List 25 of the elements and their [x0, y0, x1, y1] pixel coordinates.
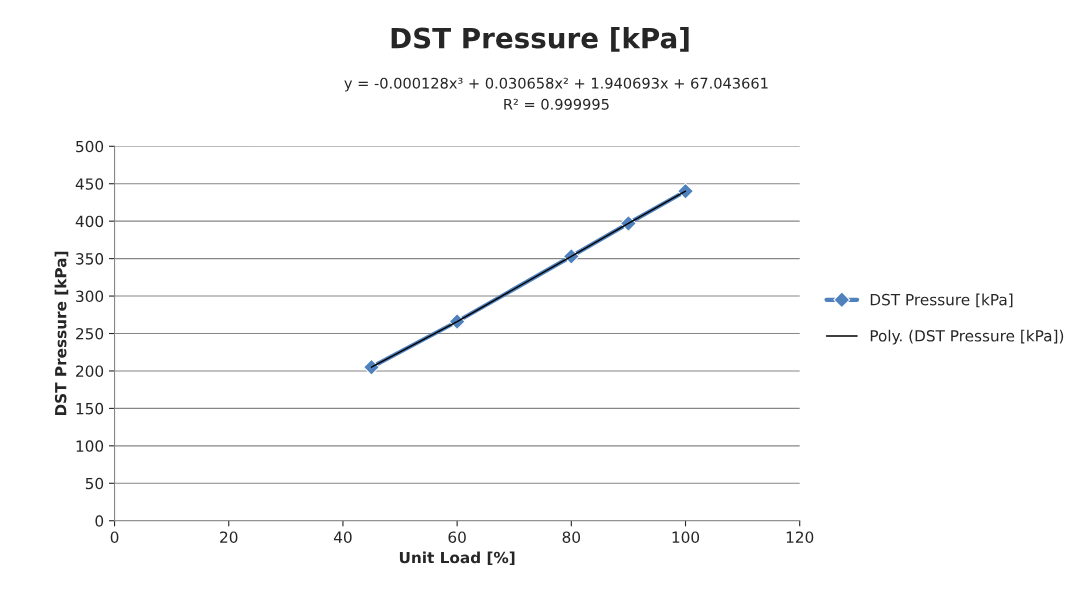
y-tick-label: 150	[76, 402, 104, 415]
x-tick-label: 0	[110, 531, 119, 543]
chart-title: DST Pressure [kPa]	[391, 27, 689, 52]
x-axis-title: Unit Load [%]	[399, 551, 515, 566]
y-tick-label: 100	[76, 440, 104, 452]
y-tick-label: 400	[75, 215, 104, 228]
x-tick-label: 20	[220, 531, 238, 543]
x-tick-label: 120	[786, 531, 814, 543]
y-tick-label: 50	[85, 477, 104, 490]
y-tick-label: 450	[75, 178, 104, 190]
y-tick-label: 250	[76, 327, 104, 340]
x-tick-label: 100	[672, 531, 700, 543]
x-tick-label: 40	[333, 531, 352, 543]
y-tick-label: 300	[76, 290, 104, 303]
text: R² = 0.999995	[504, 98, 609, 110]
text: y = -0.000128x³ + 0.030658x² + 1.940693x + 67.043661	[344, 77, 768, 92]
x-tick-label: 60	[448, 531, 466, 543]
y-axis-title: DST Pressure [kPa]	[54, 251, 69, 416]
legend-label: Poly. (DST Pressure [kPa])	[870, 329, 1064, 345]
y-tick-label: 350	[76, 253, 104, 265]
x-tick-label: 80	[562, 531, 581, 543]
y-tick-label: 0	[95, 515, 104, 527]
y-tick-label: 500	[76, 140, 104, 153]
legend-label: DST Pressure [kPa]	[870, 293, 1013, 308]
y-tick-label: 200	[76, 365, 104, 377]
